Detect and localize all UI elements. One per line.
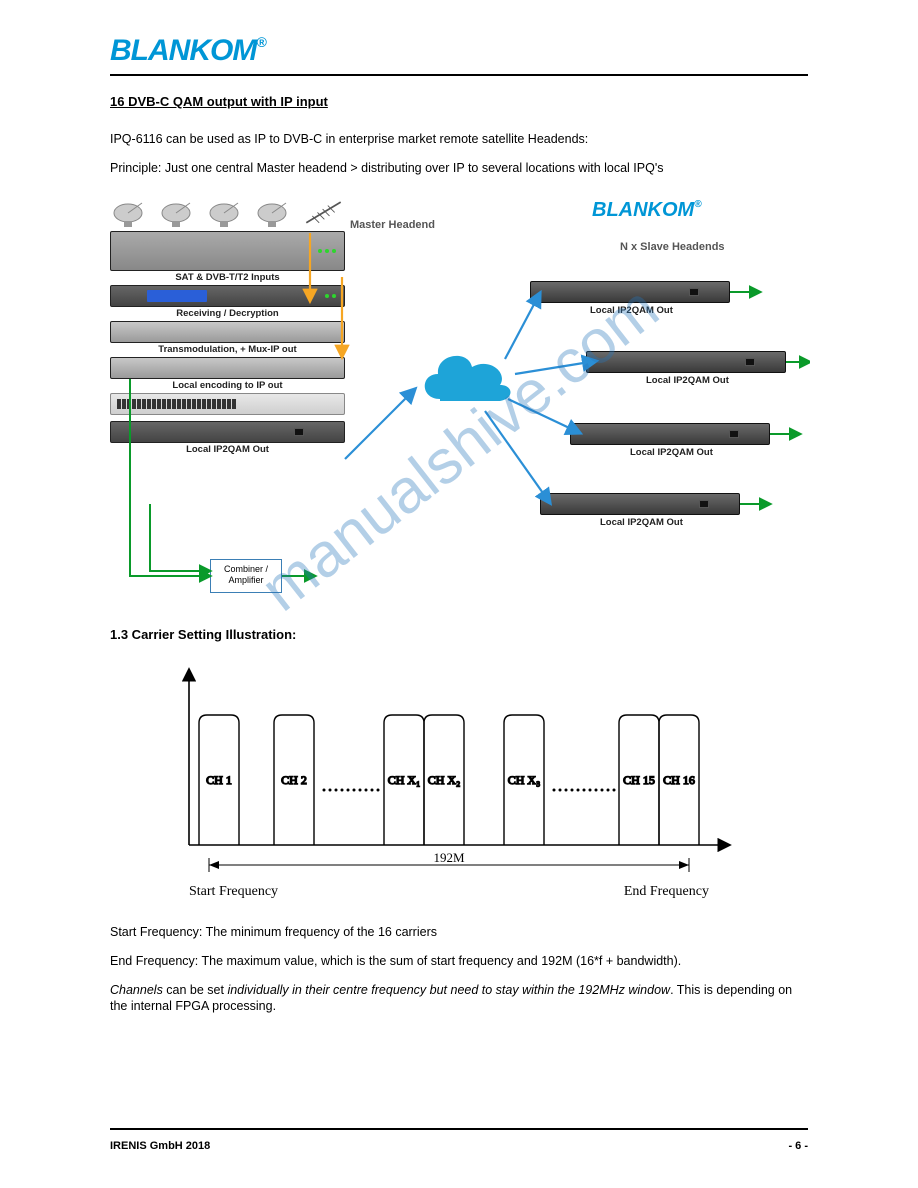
receiver-rack [110, 285, 345, 307]
product-title: 16 DVB-C QAM output with IP input [110, 94, 808, 109]
bandwidth-label: 192M [433, 850, 465, 865]
network-diagram: Master Headend [110, 189, 810, 609]
ipqam-rack [110, 421, 345, 443]
brand-logo: BLANKOM® [110, 34, 266, 68]
slave-cap-3: Local IP2QAM Out [630, 447, 713, 458]
satellite-dish-icon [110, 197, 152, 229]
channel-label: CH 15 [623, 773, 655, 787]
carrier-svg: CH 1 CH 2 CH X₁ CH X₂ CH X₃ CH 15 CH 16 192M S… [169, 650, 749, 910]
slave-brand-logo: BLANKOM® [592, 199, 702, 222]
combiner-box: Combiner / Amplifier [210, 559, 282, 593]
caption-trans: Transmodulation, + Mux-IP out [110, 344, 345, 355]
footer-rule [110, 1128, 808, 1130]
end-freq-label: End Frequency [624, 884, 709, 899]
registered-mark: ® [256, 34, 265, 50]
channel-label: CH X₃ [508, 773, 541, 787]
caption-sat: SAT & DVB-T/T2 Inputs [110, 272, 345, 283]
slave-registered: ® [694, 199, 701, 210]
carrier-heading: 1.3 Carrier Setting Illustration: [110, 627, 808, 642]
start-freq-label: Start Frequency [189, 884, 278, 899]
brand-logo-text: BLANKOM [110, 34, 256, 67]
slave-cap-1: Local IP2QAM Out [590, 305, 673, 316]
slaves-title: N x Slave Headends [620, 241, 725, 253]
channel-label: CH X₂ [428, 773, 461, 787]
transmod-rack-1 [110, 321, 345, 343]
slave-rack-4 [540, 493, 740, 515]
caption-ipqam: Local IP2QAM Out [110, 444, 345, 455]
yagi-antenna-icon [302, 197, 345, 229]
slave-logo-text: BLANKOM [592, 199, 694, 221]
footer-right: - 6 - [788, 1140, 808, 1152]
slave-rack-2 [586, 351, 786, 373]
transmod-rack-2 [110, 357, 345, 379]
carrier-diagram: CH 1 CH 2 CH X₁ CH X₂ CH X₃ CH 15 CH 16 192M S… [169, 650, 749, 910]
channel-label: CH 1 [206, 773, 232, 787]
caption-enc: Local encoding to IP out [110, 380, 345, 391]
slave-cap-2: Local IP2QAM Out [646, 375, 729, 386]
master-headend-label: Master Headend [350, 219, 435, 231]
cloud-icon [410, 339, 520, 419]
closing-3: Channels can be set individually in thei… [110, 982, 808, 1016]
closing-3a: Channels [110, 983, 166, 997]
closing-1: Start Frequency: The minimum frequency o… [110, 924, 808, 941]
multiswitch-rack [110, 231, 345, 271]
slave-rack-3 [570, 423, 770, 445]
caption-recv: Receiving / Decryption [110, 308, 345, 319]
antenna-row [110, 197, 345, 229]
footer-left: IRENIS GmbH 2018 [110, 1140, 210, 1152]
intro-line-2: Principle: Just one central Master heade… [110, 160, 808, 177]
satellite-dish-icon [206, 197, 248, 229]
channel-label: CH 2 [281, 773, 307, 787]
slave-cap-4: Local IP2QAM Out [600, 517, 683, 528]
closing-3c: individually in their centre frequency b… [227, 983, 670, 997]
satellite-dish-icon [254, 197, 296, 229]
closing-3b: can be set [166, 983, 227, 997]
channel-label: CH 16 [663, 773, 695, 787]
slave-rack-1 [530, 281, 730, 303]
combiner-label: Combiner / Amplifier [224, 564, 268, 585]
master-stack: SAT & DVB-T/T2 Inputs Receiving / Decryp… [110, 197, 345, 456]
ethernet-switch [110, 393, 345, 415]
closing-2: End Frequency: The maximum value, which … [110, 953, 808, 970]
intro-line-1: IPQ-6116 can be used as IP to DVB-C in e… [110, 131, 808, 148]
channel-label: CH X₁ [388, 773, 421, 787]
satellite-dish-icon [158, 197, 200, 229]
page-header: BLANKOM® [110, 34, 808, 76]
